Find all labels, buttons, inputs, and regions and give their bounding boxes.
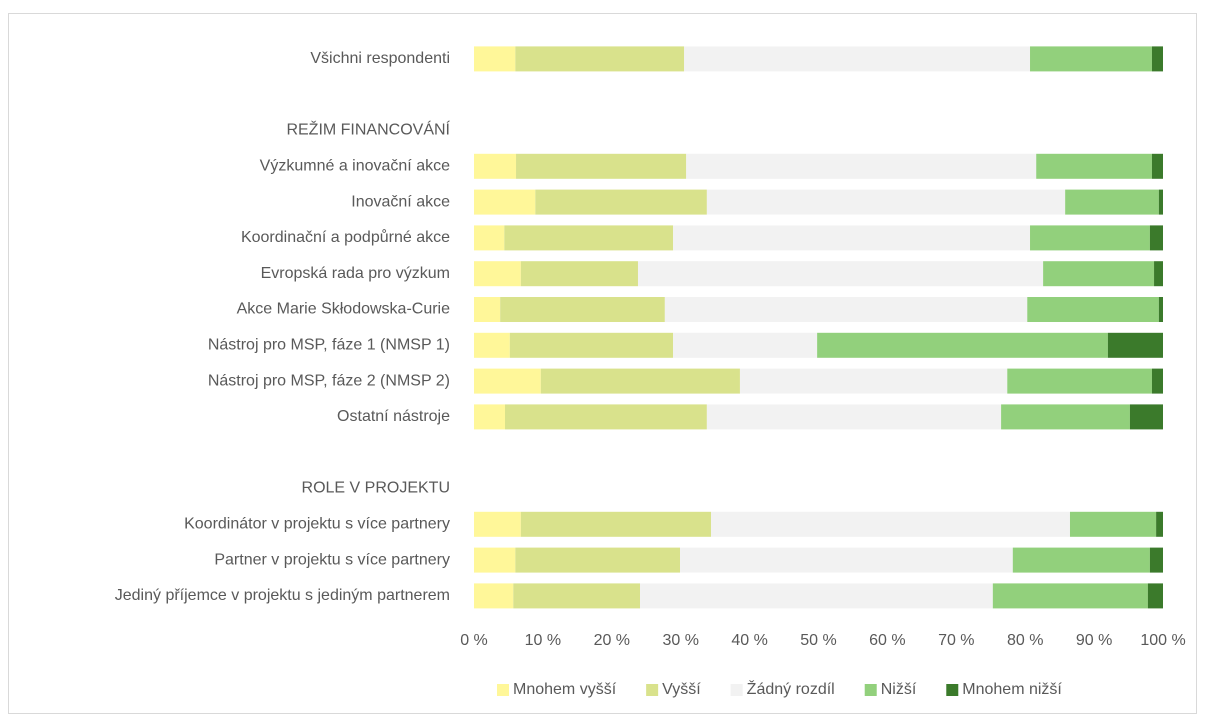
x-tick-label: 30 % xyxy=(662,632,698,649)
bar-segment xyxy=(474,225,505,251)
bar-segment xyxy=(992,583,1148,609)
legend-label: Vyšší xyxy=(662,681,701,698)
legend-swatch xyxy=(946,684,959,696)
y-tick-label: Všichni respondenti xyxy=(310,50,450,67)
bar-segment xyxy=(474,404,506,430)
y-tick-label: Nástroj pro MSP, fáze 1 (NMSP 1) xyxy=(208,337,450,354)
y-tick-label: Nástroj pro MSP, fáze 2 (NMSP 2) xyxy=(208,372,450,389)
bar-segment xyxy=(1147,583,1163,609)
bar-segment xyxy=(1036,153,1152,179)
y-tick-label: Koordinátor v projektu s více partnery xyxy=(184,516,450,533)
bar-segment xyxy=(515,547,681,573)
bar-segment xyxy=(673,225,1031,251)
bar-segment xyxy=(1107,332,1163,358)
x-tick-label: 0 % xyxy=(460,632,488,649)
bar-segment xyxy=(1043,261,1155,287)
bar-segment xyxy=(1030,46,1152,72)
bar-segment xyxy=(706,189,1066,215)
legend-label: Žádný rozdíl xyxy=(747,679,835,698)
bar-segment xyxy=(686,153,1037,179)
x-tick-label: 60 % xyxy=(869,632,905,649)
x-tick-label: 50 % xyxy=(800,632,836,649)
bar-segment xyxy=(1007,368,1152,394)
legend-swatch xyxy=(730,684,743,696)
bar-segment xyxy=(474,332,510,358)
y-tick-label: Partner v projektu s více partnery xyxy=(214,551,450,568)
bar-segment xyxy=(505,404,707,430)
bar-segment xyxy=(1012,547,1150,573)
bar-segment xyxy=(516,153,687,179)
bar-segment xyxy=(509,332,674,358)
bar-segment xyxy=(680,547,1013,573)
bar-segment xyxy=(1158,297,1163,322)
x-tick-label: 70 % xyxy=(938,632,974,649)
bar-segment xyxy=(520,261,638,287)
x-tick-label: 80 % xyxy=(1007,632,1043,649)
legend-swatch xyxy=(497,684,509,696)
y-tick-label: Evropská rada pro výzkum xyxy=(261,265,450,282)
bar-segment xyxy=(1129,404,1163,430)
bar-segment xyxy=(474,261,521,287)
y-tick-label: Koordinační a podpůrné akce xyxy=(241,228,450,246)
bar-segment xyxy=(739,368,1008,394)
legend-swatch xyxy=(864,684,877,696)
bar-segment xyxy=(515,46,685,72)
bar-segment xyxy=(1030,225,1150,251)
bar-segment xyxy=(474,368,541,394)
bar-segment xyxy=(474,511,521,537)
bar-segment xyxy=(474,46,516,72)
legend-label: Mnohem nižší xyxy=(962,681,1062,698)
bar-segment xyxy=(474,297,501,322)
y-tick-label: Ostatní nástroje xyxy=(337,408,450,425)
bar-segment xyxy=(474,153,517,179)
bar-segment xyxy=(474,189,536,215)
bar-segment xyxy=(500,297,665,322)
chart-frame xyxy=(8,13,1197,714)
y-tick-label: REŽIM FINANCOVÁNÍ xyxy=(286,120,450,139)
y-tick-label: Jediný příjemce v projektu s jediným par… xyxy=(115,587,450,604)
bar-segment xyxy=(1069,511,1157,537)
legend-label: Mnohem vyšší xyxy=(513,681,617,698)
bar-segment xyxy=(1151,368,1163,394)
legend-label: Nižší xyxy=(881,681,917,698)
bar-segment xyxy=(1156,511,1163,537)
x-tick-label: 10 % xyxy=(525,632,561,649)
x-tick-label: 20 % xyxy=(594,632,630,649)
bar-segment xyxy=(1149,547,1163,573)
bar-segment xyxy=(1158,189,1163,215)
y-tick-label: Inovační akce xyxy=(351,193,450,210)
bar-segment xyxy=(817,332,1108,358)
legend-swatch xyxy=(646,684,659,696)
x-tick-label: 90 % xyxy=(1076,632,1112,649)
bar-segment xyxy=(684,46,1031,72)
bar-segment xyxy=(535,189,707,215)
bar-segment xyxy=(1027,297,1159,322)
bar-segment xyxy=(673,332,818,358)
y-tick-label: Akce Marie Skłodowska-Curie xyxy=(237,301,451,318)
bar-segment xyxy=(664,297,1028,322)
bar-segment xyxy=(637,261,1044,287)
bar-segment xyxy=(504,225,674,251)
x-tick-label: 40 % xyxy=(731,632,767,649)
bar-segment xyxy=(474,583,514,609)
bar-segment xyxy=(1149,225,1163,251)
y-tick-label: ROLE V PROJEKTU xyxy=(302,480,450,497)
bar-segment xyxy=(520,511,712,537)
bar-segment xyxy=(1151,153,1163,179)
y-tick-label: Výzkumné a inovační akce xyxy=(260,158,450,175)
bar-segment xyxy=(706,404,1002,430)
bar-segment xyxy=(1001,404,1130,430)
bar-segment xyxy=(474,547,516,573)
bar-segment xyxy=(1151,46,1163,72)
bar-segment xyxy=(1065,189,1159,215)
bar-segment xyxy=(513,583,641,609)
bar-segment xyxy=(1154,261,1163,287)
x-tick-label: 100 % xyxy=(1140,632,1185,649)
bar-segment xyxy=(711,511,1070,537)
bar-segment xyxy=(540,368,740,394)
bar-segment xyxy=(640,583,993,609)
